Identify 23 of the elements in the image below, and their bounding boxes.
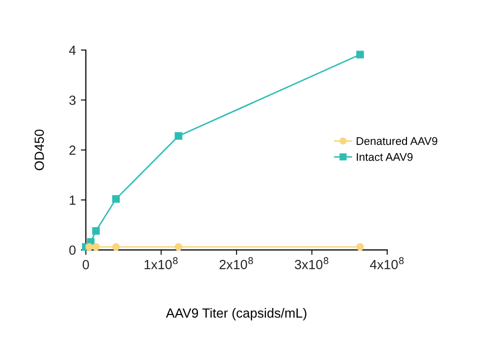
x-tick-label: 4x10$^{8}$ [370,257,404,270]
y-tick-label: 0 [69,245,76,255]
point [92,227,100,235]
x-axis-title: AAV9 Titer (capsids/mL) [166,308,306,320]
point [112,195,120,203]
y-axis-title: OD450 [34,130,44,170]
point [85,243,94,251]
legend-label: Intact AAV9 [356,153,413,161]
point [174,243,182,251]
point [174,132,182,140]
point [356,50,364,58]
legend-label: Denatured AAV9 [356,136,438,145]
y-tick-label: 4 [69,46,76,55]
point [92,243,100,251]
y-tick-label: 1 [70,196,76,205]
x-tick-label: 2x10$^{8}$ [220,257,253,270]
x-tick-label: 1x10$^{8}$ [144,257,178,270]
point [356,243,364,251]
x-tick-label: 0 [82,260,89,270]
y-tick-label: 2 [69,146,76,155]
point [112,243,120,251]
x-tick-label: 3x10$^{8}$ [294,257,328,270]
y-tick-label: 3 [69,96,76,105]
